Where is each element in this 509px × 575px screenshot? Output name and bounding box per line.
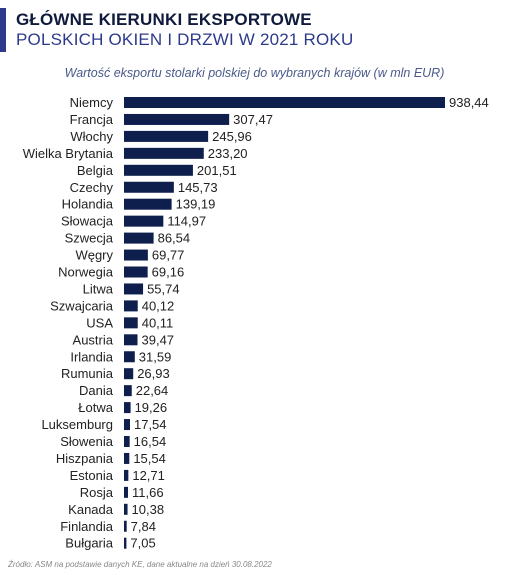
category-label: Holandia xyxy=(62,197,114,212)
bar xyxy=(124,402,131,414)
category-label: Austria xyxy=(73,332,114,347)
title-accent-bar xyxy=(0,8,6,52)
category-label: Bułgaria xyxy=(65,536,113,551)
bar xyxy=(124,537,127,549)
category-label: Belgia xyxy=(77,163,114,178)
value-label: 7,84 xyxy=(131,519,156,534)
category-label: Czechy xyxy=(70,180,114,195)
category-label: Rumunia xyxy=(61,366,114,381)
category-label: Kanada xyxy=(68,502,114,517)
bar xyxy=(124,436,130,447)
source-note: Źródło: ASM na podstawie danych KE, dane… xyxy=(8,560,272,569)
value-label: 233,20 xyxy=(208,146,248,161)
value-label: 19,26 xyxy=(135,400,168,415)
category-label: Rosja xyxy=(80,485,114,500)
bar xyxy=(124,469,129,481)
bar xyxy=(124,351,135,363)
category-label: Finlandia xyxy=(60,519,114,534)
bar xyxy=(124,113,230,125)
bar xyxy=(124,249,148,261)
bar xyxy=(124,147,204,159)
category-label: Słowenia xyxy=(60,434,114,449)
chart-title-line2: POLSKICH OKIEN I DRZWI W 2021 ROKU xyxy=(16,30,354,49)
value-label: 145,73 xyxy=(178,180,218,195)
bar xyxy=(124,300,138,312)
header: GŁÓWNE KIERUNKI EKSPORTOWE POLSKICH OKIE… xyxy=(0,8,509,52)
category-label: Hiszpania xyxy=(56,451,114,466)
bar xyxy=(124,520,127,532)
category-label: Irlandia xyxy=(70,349,113,364)
category-label: Węgry xyxy=(75,248,113,263)
bar xyxy=(124,503,128,515)
bar xyxy=(124,232,154,244)
value-label: 31,59 xyxy=(139,349,172,364)
category-label: Norwegia xyxy=(58,265,114,280)
value-label: 11,66 xyxy=(132,485,164,500)
value-label: 55,74 xyxy=(147,281,180,296)
bar xyxy=(124,452,130,464)
value-label: 7,05 xyxy=(130,536,155,551)
category-label: Litwa xyxy=(83,281,114,296)
value-label: 15,54 xyxy=(133,451,166,466)
bar-chart: Niemcy 938,44 Francja 307,47 Włochy 245,96 Wie… xyxy=(23,95,489,551)
bar xyxy=(124,181,174,193)
bar xyxy=(124,283,144,295)
bar xyxy=(124,334,138,346)
value-label: 17,54 xyxy=(134,417,167,432)
category-label: Wielka Brytania xyxy=(23,146,114,161)
value-label: 69,77 xyxy=(152,248,185,263)
category-label: Luksemburg xyxy=(41,417,113,432)
bar xyxy=(124,419,130,431)
category-label: Łotwa xyxy=(78,400,113,415)
value-label: 12,71 xyxy=(132,468,165,483)
category-label: Włochy xyxy=(70,129,113,144)
value-label: 245,96 xyxy=(212,129,252,144)
value-label: 86,54 xyxy=(158,231,191,246)
category-label: USA xyxy=(86,315,113,330)
bar xyxy=(124,385,132,397)
bar xyxy=(124,317,138,329)
chart-subtitle: Wartość eksportu stolarki polskiej do wy… xyxy=(64,66,445,80)
bar xyxy=(124,164,193,176)
value-label: 201,51 xyxy=(197,163,237,178)
value-label: 139,19 xyxy=(176,197,216,212)
chart-title-line1: GŁÓWNE KIERUNKI EKSPORTOWE xyxy=(16,10,312,29)
value-label: 40,11 xyxy=(142,315,174,330)
bar xyxy=(124,266,148,278)
category-label: Estonia xyxy=(70,468,114,483)
value-label: 16,54 xyxy=(134,434,167,449)
category-label: Francja xyxy=(70,112,114,127)
bar xyxy=(124,486,128,498)
value-label: 307,47 xyxy=(233,112,273,127)
value-label: 40,12 xyxy=(142,298,175,313)
value-label: 22,64 xyxy=(136,383,169,398)
bar xyxy=(124,198,172,210)
value-label: 938,44 xyxy=(449,95,489,110)
category-label: Dania xyxy=(79,383,114,398)
value-label: 114,97 xyxy=(167,214,206,229)
category-label: Słowacja xyxy=(61,214,114,229)
bar xyxy=(124,368,134,380)
value-label: 10,38 xyxy=(132,502,165,517)
bar xyxy=(124,97,445,108)
value-label: 69,16 xyxy=(152,265,185,280)
bar xyxy=(124,215,164,227)
value-label: 39,47 xyxy=(142,332,175,347)
category-label: Szwecja xyxy=(65,231,114,246)
bar xyxy=(124,130,209,142)
category-label: Niemcy xyxy=(70,95,114,110)
category-label: Szwajcaria xyxy=(50,298,114,313)
value-label: 26,93 xyxy=(137,366,170,381)
